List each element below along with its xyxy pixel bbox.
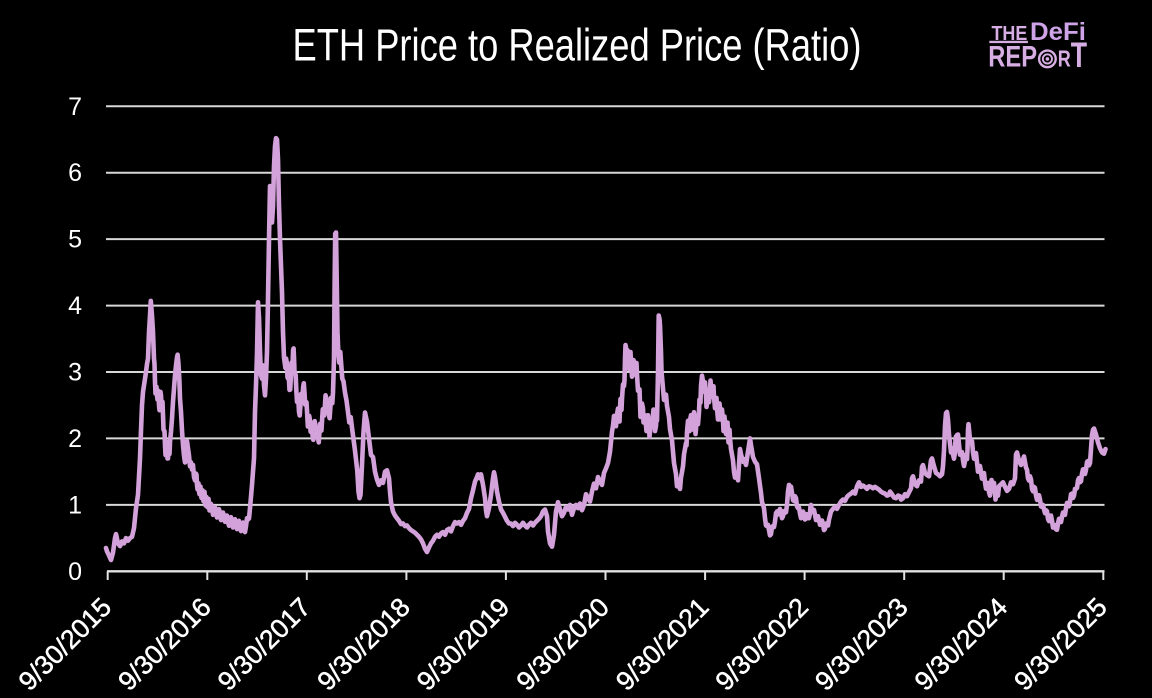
svg-text:ETH Price to Realized Price (R: ETH Price to Realized Price (Ratio) [293,20,862,71]
svg-text:DeFi: DeFi [1030,18,1086,46]
svg-text:9/30/2021: 9/30/2021 [610,592,715,697]
svg-text:9/30/2015: 9/30/2015 [13,592,118,697]
svg-text:1: 1 [68,491,82,519]
svg-text:9/30/2023: 9/30/2023 [809,592,914,697]
svg-text:9/30/2019: 9/30/2019 [411,592,516,697]
svg-text:9/30/2017: 9/30/2017 [212,592,317,697]
svg-text:9/30/2018: 9/30/2018 [311,592,416,697]
svg-text:9/30/2020: 9/30/2020 [510,592,615,697]
svg-text:3: 3 [68,359,82,387]
svg-text:THE: THE [992,23,1028,45]
svg-text:9/30/2022: 9/30/2022 [709,592,814,697]
svg-text:5: 5 [68,226,82,254]
svg-text:REP: REP [988,41,1037,74]
svg-text:2: 2 [68,425,82,453]
svg-text:0: 0 [68,558,82,586]
svg-text:6: 6 [68,159,82,187]
svg-text:9/30/2016: 9/30/2016 [112,592,217,697]
svg-text:9/30/2024: 9/30/2024 [909,592,1014,697]
svg-text:4: 4 [68,292,82,320]
svg-text:T: T [1071,35,1088,75]
svg-text:9/30/2025: 9/30/2025 [1008,592,1113,697]
svg-text:7: 7 [68,93,82,121]
svg-text:R: R [1058,46,1071,72]
